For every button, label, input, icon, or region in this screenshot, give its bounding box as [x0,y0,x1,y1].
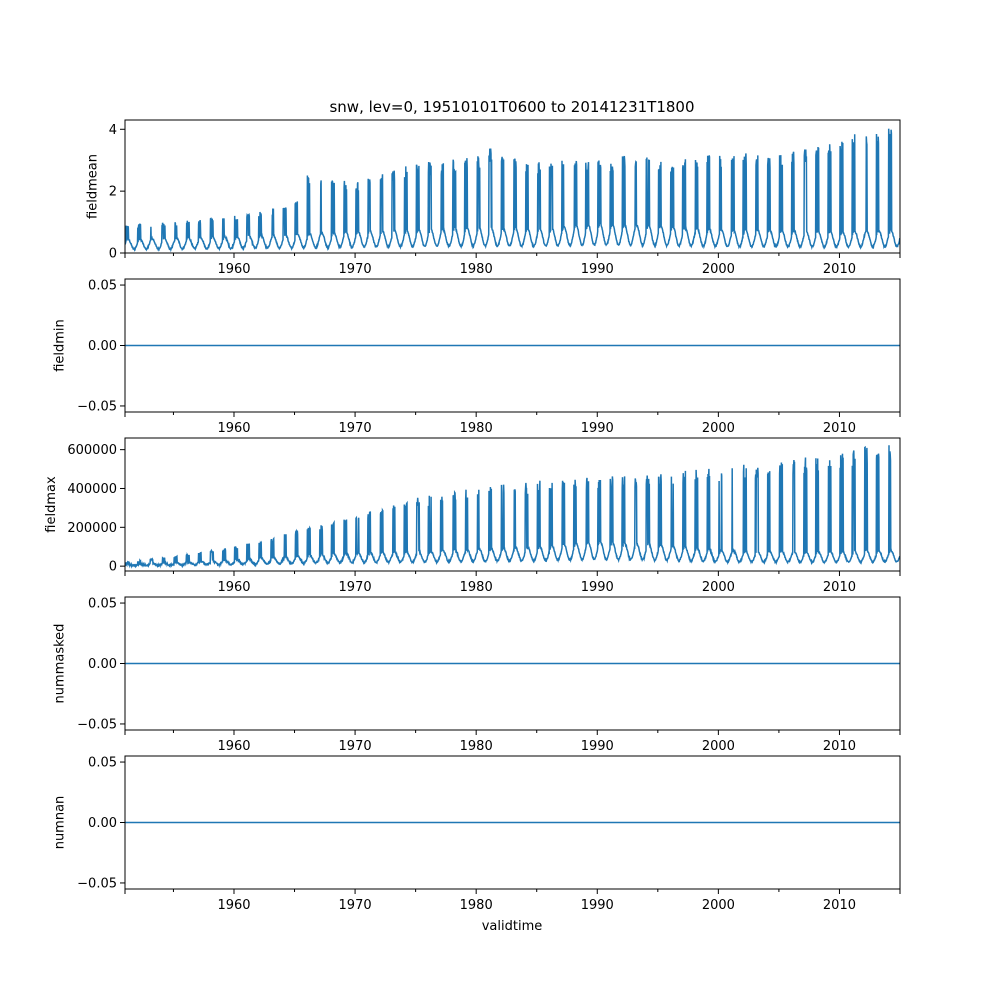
fieldmean-x-tick-label: 1970 [339,262,372,277]
nummasked-x-tick-label: 1980 [460,739,493,754]
nummasked-x-tick-label: 1990 [581,739,614,754]
chart-title: snw, lev=0, 19510101T0600 to 20141231T18… [329,98,694,116]
fieldmean-x-tick-label: 1960 [217,262,250,277]
fieldmax-y-tick-label: 400000 [67,482,117,497]
numnan-x-tick-label: 1980 [460,898,493,913]
fieldmean-axes-frame [124,119,901,254]
nummasked-y-tick-label: −0.05 [77,717,117,732]
fieldmin-x-tick-label: 2000 [702,421,735,436]
fieldmin-y-tick-label: −0.05 [77,399,117,414]
panel-nummasked: 1960 1970 1980 1990 2000 2010 −0.05 0.00 0.05 num… [53,596,901,754]
panel-numnan: 1960 1970 1980 1990 2000 2010 −0.05 0.00 0.05 num… [53,755,901,913]
fieldmean-y-axis-label: fieldmean [86,154,101,219]
fieldmax-line [125,445,900,569]
fieldmax-y-axis-label: fieldmax [44,476,59,533]
fieldmin-y-tick-label: 0.00 [88,339,117,354]
nummasked-y-axis-label: nummasked [53,624,68,704]
panels: 1960 1970 1980 1990 2000 2010024fieldmean1960… [44,119,901,913]
fieldmean-series [125,128,900,253]
fieldmin-y-axis-label: fieldmin [53,319,68,372]
x-axis-label: validtime [482,919,543,934]
fieldmean-y-tick-label: 2 [109,185,117,200]
numnan-x-tick-label: 2000 [702,898,735,913]
numnan-x-tick-label: 2010 [823,898,856,913]
fieldmean-x-tick-label: 2000 [702,262,735,277]
numnan-y-tick-label: 0.05 [88,756,117,771]
nummasked-x-tick-label: 2000 [702,739,735,754]
fieldmax-x-tick-label: 2000 [702,580,735,595]
nummasked-x-tick-label: 1970 [339,739,372,754]
panel-fieldmean: 1960 1970 1980 1990 2000 2010 0 2 4 fieldmean [86,119,901,277]
fieldmax-y-tick-label: 600000 [67,443,117,458]
fieldmax-x-tick-label: 1960 [217,580,250,595]
fieldmax-series [125,445,900,569]
numnan-x-tick-label: 1990 [581,898,614,913]
fieldmean-y-tick-label: 4 [109,123,117,138]
fieldmax-x-tick-label: 2010 [823,580,856,595]
nummasked-y-tick-label: 0.05 [88,597,117,612]
nummasked-x-tick-label: 1960 [217,739,250,754]
fieldmax-y-tick-label: 0 [109,560,117,575]
nummasked-y-tick-label: 0.00 [88,657,117,672]
nummasked-x-tick-label: 2010 [823,739,856,754]
fieldmax-x-tick-label: 1990 [581,580,614,595]
fieldmin-y-tick-label: 0.05 [88,279,117,294]
fieldmean-line [125,128,900,253]
fieldmax-y-tick-label: 200000 [67,521,117,536]
fieldmin-x-tick-label: 1970 [339,421,372,436]
fieldmax-x-tick-label: 1970 [339,580,372,595]
fieldmean-x-tick-label: 1990 [581,262,614,277]
numnan-y-axis-label: numnan [53,796,68,850]
fieldmin-x-tick-label: 1980 [460,421,493,436]
fieldmax-axes-frame [124,437,901,572]
numnan-x-tick-label: 1960 [217,898,250,913]
fieldmax-x-tick-label: 1980 [460,580,493,595]
fieldmean-y-tick-label: 0 [109,247,117,262]
panel-fieldmin: 1960 1970 1980 1990 2000 2010 −0.05 0.00 0.05 fie… [53,278,901,436]
numnan-y-tick-label: −0.05 [77,876,117,891]
fieldmean-x-tick-label: 1980 [460,262,493,277]
panel-fieldmax: 1960 1970 1980 1990 2000 2010 0 200000 400000 600… [44,437,901,595]
fieldmin-x-tick-label: 1990 [581,421,614,436]
fieldmin-x-tick-label: 2010 [823,421,856,436]
fieldmean-x-tick-label: 2010 [823,262,856,277]
numnan-y-tick-label: 0.00 [88,816,117,831]
fieldmin-x-tick-label: 1960 [217,421,250,436]
numnan-x-tick-label: 1970 [339,898,372,913]
